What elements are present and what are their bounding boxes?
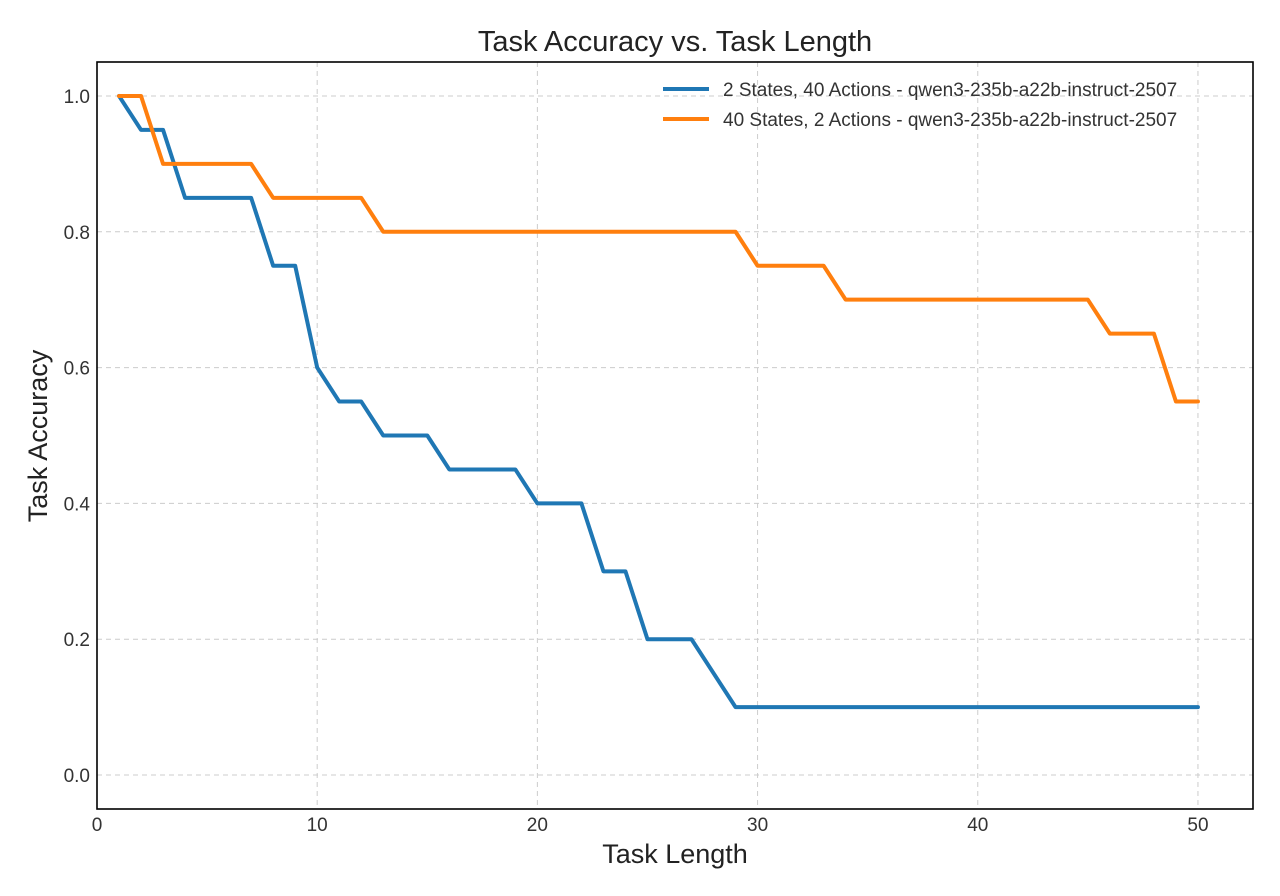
y-tick-label: 0.0 <box>64 766 90 787</box>
y-tick-label: 0.2 <box>64 630 90 651</box>
x-tick-label: 20 <box>527 815 548 836</box>
y-tick-label: 0.4 <box>64 494 91 515</box>
legend-label-series-1: 2 States, 40 Actions - qwen3-235b-a22b-i… <box>723 80 1177 101</box>
series-line-2 <box>117 93 1200 404</box>
legend: 2 States, 40 Actions - qwen3-235b-a22b-i… <box>663 80 1177 131</box>
plot-frame <box>96 61 1254 810</box>
series-group <box>117 93 1200 710</box>
x-tick-label: 50 <box>1187 815 1208 836</box>
x-axis-label: Task Length <box>602 839 748 869</box>
ticks: 0 10 20 30 40 50 0.0 0.2 0.4 0.6 0.8 1.0 <box>64 87 1209 836</box>
x-tick-label: 30 <box>747 815 768 836</box>
series-line-1 <box>117 93 1200 710</box>
chart-title: Task Accuracy vs. Task Length <box>478 26 872 58</box>
x-tick-label: 0 <box>92 815 103 836</box>
x-tick-label: 10 <box>307 815 328 836</box>
y-axis-label: Task Accuracy <box>23 349 53 522</box>
y-tick-label: 0.8 <box>64 223 90 244</box>
legend-label-series-2: 40 States, 2 Actions - qwen3-235b-a22b-i… <box>723 110 1177 131</box>
y-tick-label: 0.6 <box>64 359 90 380</box>
x-tick-label: 40 <box>967 815 988 836</box>
y-tick-label: 1.0 <box>64 87 90 108</box>
